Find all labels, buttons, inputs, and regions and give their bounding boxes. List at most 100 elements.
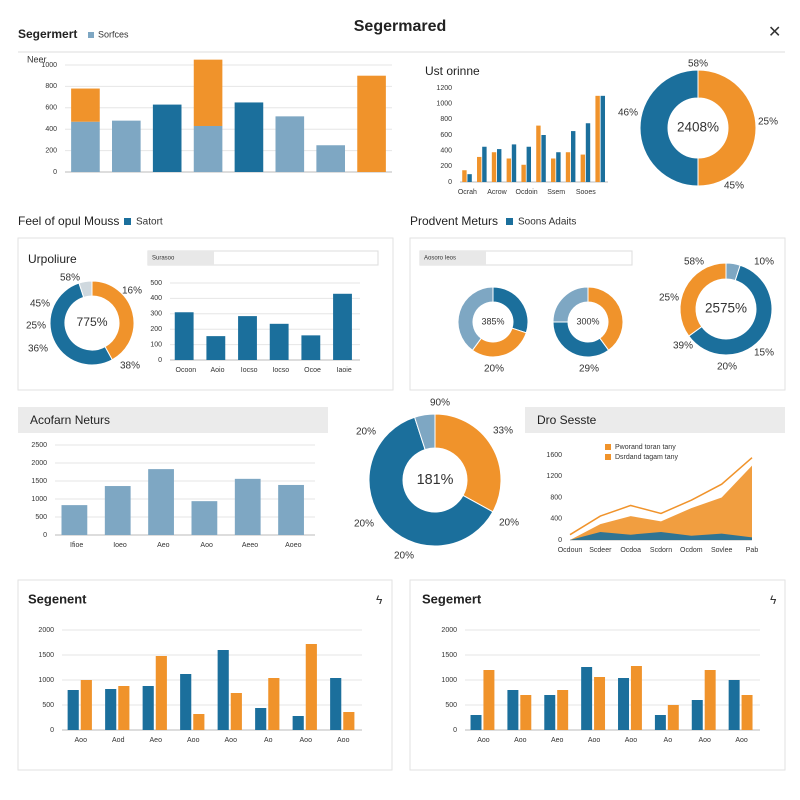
bar (152, 104, 182, 172)
donut-segment (413, 413, 436, 451)
y-tick-label: 400 (150, 295, 162, 302)
bar (691, 700, 703, 730)
annotation: 25% (659, 293, 679, 304)
section-title: Feel of opul Mouss (18, 214, 119, 228)
strip-tab (148, 251, 214, 265)
center-label: 300% (576, 316, 599, 326)
bar (142, 686, 154, 730)
chart-title: Segenent (28, 591, 87, 606)
bar (155, 656, 167, 730)
x-tick-label: Ocdoin (516, 189, 538, 196)
bar (483, 670, 495, 730)
y-tick-label: 200 (45, 147, 57, 154)
section-title: Prodvent Meturs (410, 214, 498, 228)
annotation: 58% (60, 273, 80, 284)
bar (581, 667, 593, 730)
annotation: 58% (688, 59, 708, 70)
x-tick-label: Ocoe (304, 367, 321, 374)
x-tick-label: Ocrah (458, 189, 477, 196)
series-area (570, 532, 752, 540)
annotation: 20% (499, 518, 519, 529)
annotation: 45% (30, 299, 50, 310)
close-icon[interactable]: ✕ (768, 24, 781, 41)
x-tick-label: Iocso (272, 367, 289, 374)
y-tick-label: 2500 (31, 442, 47, 449)
icon[interactable]: ϟ (770, 593, 777, 607)
y-tick-label: 0 (158, 357, 162, 364)
y-tick-label: 500 (150, 280, 162, 287)
icon[interactable]: ϟ (376, 593, 383, 607)
bar (600, 95, 606, 182)
bar (316, 145, 345, 172)
x-tick-label: Aoo (300, 737, 313, 744)
x-tick-label: Ssem (547, 189, 565, 196)
annotation: 10% (754, 257, 774, 268)
bar (580, 154, 586, 182)
donut-segment (78, 280, 93, 298)
y-tick-label: 1000 (41, 62, 57, 69)
y-tick-label: 800 (550, 494, 562, 501)
bar (704, 670, 716, 730)
bar (585, 123, 591, 182)
bar (67, 690, 79, 730)
donut-segment (49, 282, 113, 366)
bar (230, 693, 242, 730)
bar (330, 678, 342, 730)
y-tick-label: 800 (45, 83, 57, 90)
bar (118, 686, 130, 730)
bar (278, 484, 304, 535)
bar (269, 323, 289, 360)
bar (255, 708, 267, 730)
x-tick-label: Ifioe (70, 542, 83, 549)
bar (477, 156, 482, 182)
x-tick-label: Acrow (487, 189, 507, 196)
x-tick-label: Aoo (514, 737, 527, 744)
x-tick-label: Aoo (225, 737, 238, 744)
x-tick-label: Aeeo (242, 542, 258, 549)
panel (17, 237, 394, 391)
donut-segment (434, 413, 502, 513)
y-tick-label: 600 (440, 132, 452, 139)
legend-label: Soons Adaits (518, 217, 576, 228)
bar (275, 116, 305, 172)
y-axis-label: Neer (27, 54, 47, 64)
chart-subtitle: Surasoo (152, 256, 175, 262)
y-tick-label: 2000 (31, 460, 47, 467)
x-tick-label: Pab (746, 547, 759, 554)
x-tick-label: Ao (264, 737, 273, 744)
y-tick-label: 400 (45, 126, 57, 133)
y-tick-label: 500 (445, 702, 457, 709)
bar (630, 666, 642, 730)
y-tick-label: 0 (43, 532, 47, 539)
y-tick-label: 0 (448, 179, 452, 186)
series-area (570, 465, 752, 540)
bar (511, 144, 517, 182)
bar (565, 152, 571, 182)
annotation: 45% (724, 181, 744, 192)
chart-title: Dro Sesste (537, 413, 597, 427)
page-title: Segermared (354, 18, 447, 35)
legend-label: Pworand toran tany (615, 444, 676, 451)
bar (741, 695, 753, 730)
annotation: 36% (28, 344, 48, 355)
series-line (569, 457, 753, 536)
bar (571, 131, 576, 182)
y-tick-label: 0 (453, 727, 457, 734)
center-label: 2408% (677, 120, 719, 135)
bar (343, 712, 355, 730)
bar (71, 88, 100, 122)
bar (104, 486, 131, 535)
legend-swatch (605, 444, 611, 450)
legend-swatch (88, 32, 94, 38)
x-tick-label: Sooes (576, 189, 596, 196)
x-tick-label: Aoo (735, 737, 748, 744)
center-label: 385% (481, 316, 504, 326)
bar (541, 135, 546, 182)
bar (333, 293, 352, 360)
bar (520, 695, 532, 730)
bar (105, 689, 117, 730)
x-tick-label: Aoo (337, 737, 350, 744)
y-tick-label: 1500 (38, 652, 54, 659)
annotation: 20% (354, 519, 374, 530)
